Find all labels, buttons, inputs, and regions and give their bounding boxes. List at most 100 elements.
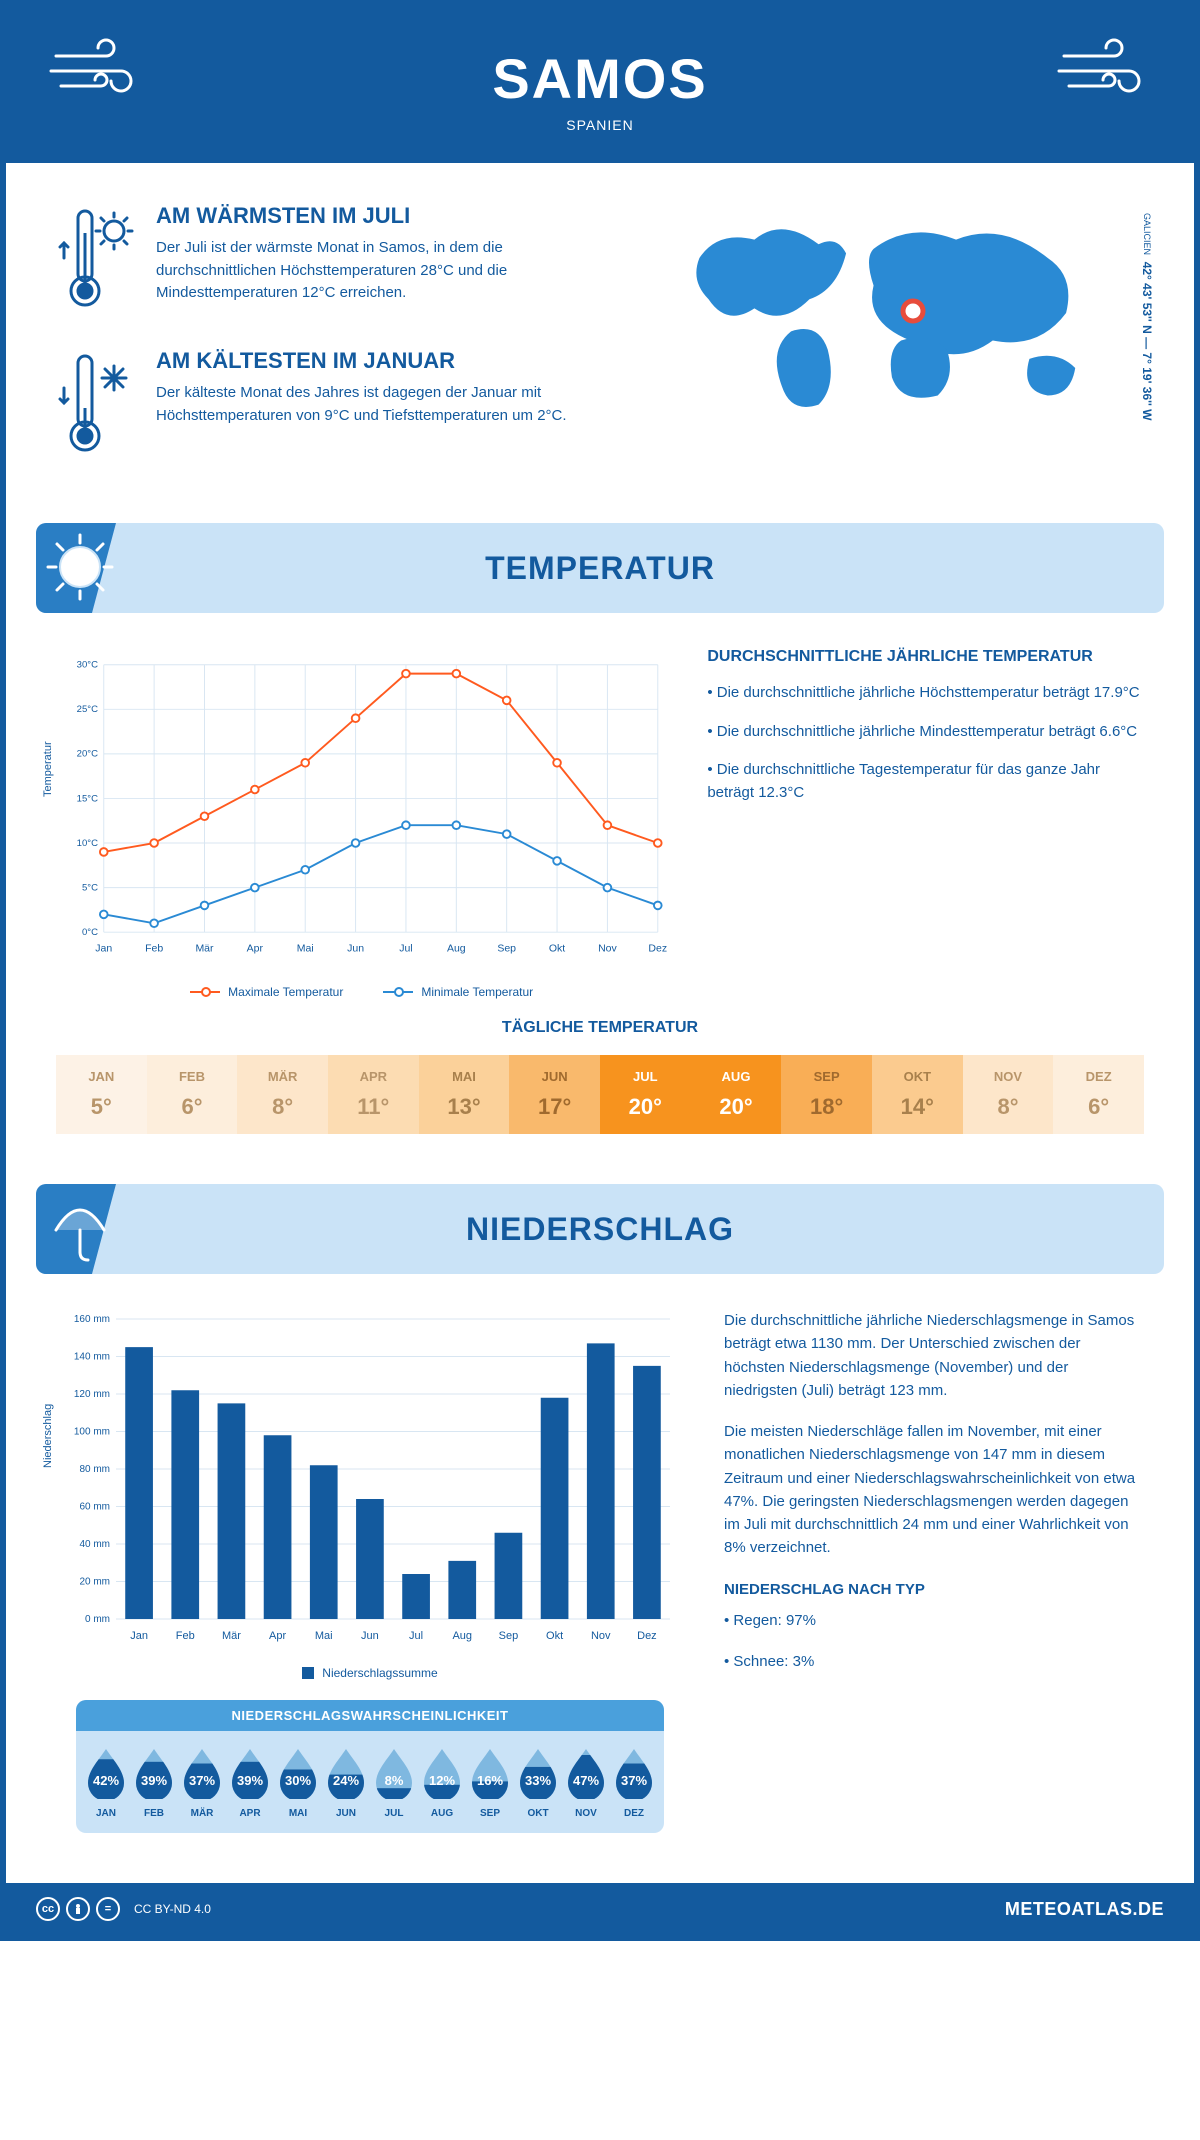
temperature-section: TEMPERATUR Temperatur 0°C5°C10°C15°C20°C… (36, 523, 1164, 1154)
svg-text:Dez: Dez (637, 1630, 657, 1642)
svg-text:33%: 33% (525, 1773, 551, 1788)
svg-text:42%: 42% (93, 1773, 119, 1788)
svg-text:47%: 47% (573, 1773, 599, 1788)
page-footer: cc = CC BY-ND 4.0 METEOATLAS.DE (6, 1883, 1194, 1935)
svg-text:Nov: Nov (591, 1630, 611, 1642)
daily-temp-cell: MAI13° (419, 1055, 510, 1134)
daily-temp-cell: AUG20° (691, 1055, 782, 1134)
thermometer-sun-icon (56, 203, 136, 318)
wind-icon (1054, 36, 1154, 111)
svg-text:Sep: Sep (497, 942, 516, 954)
daily-temp-cell: SEP18° (781, 1055, 872, 1134)
svg-text:Jun: Jun (347, 942, 364, 954)
svg-text:Mai: Mai (297, 942, 314, 954)
nd-icon: = (96, 1897, 120, 1921)
coldest-text: Der kälteste Monat des Jahres ist dagege… (156, 382, 610, 427)
coldest-title: AM KÄLTESTEN IM JANUAR (156, 348, 610, 374)
svg-text:Okt: Okt (549, 942, 565, 954)
svg-text:Jan: Jan (130, 1630, 148, 1642)
location-title: SAMOS (26, 46, 1174, 111)
probability-drop: 24% JUN (324, 1745, 368, 1819)
svg-text:0 mm: 0 mm (85, 1614, 110, 1625)
daily-temperature-table: TÄGLICHE TEMPERATUR JAN5°FEB6°MÄR8°APR11… (36, 1019, 1164, 1154)
svg-text:8%: 8% (385, 1773, 404, 1788)
daily-temp-cell: MÄR8° (237, 1055, 328, 1134)
svg-text:Jan: Jan (95, 942, 112, 954)
probability-drop: 42% JAN (84, 1745, 128, 1819)
world-map (640, 203, 1144, 428)
sun-icon (44, 531, 116, 608)
svg-text:Okt: Okt (546, 1630, 563, 1642)
svg-text:Mai: Mai (315, 1630, 333, 1642)
coordinates: GALICIEN 42° 43' 53'' N — 7° 19' 36'' W (1140, 213, 1154, 420)
svg-text:15°C: 15°C (77, 793, 98, 804)
svg-text:37%: 37% (621, 1773, 647, 1788)
svg-text:25°C: 25°C (77, 704, 98, 715)
probability-drop: 47% NOV (564, 1745, 608, 1819)
probability-drop: 37% DEZ (612, 1745, 656, 1819)
svg-text:120 mm: 120 mm (74, 1389, 110, 1400)
svg-text:12%: 12% (429, 1773, 455, 1788)
svg-text:Aug: Aug (452, 1630, 472, 1642)
country-label: SPANIEN (26, 117, 1174, 133)
svg-text:Jun: Jun (361, 1630, 379, 1642)
svg-text:20°C: 20°C (77, 749, 98, 760)
intro-section: AM WÄRMSTEN IM JULI Der Juli ist der wär… (6, 163, 1194, 523)
probability-drop: 16% SEP (468, 1745, 512, 1819)
daily-temp-cell: JUL20° (600, 1055, 691, 1134)
svg-text:Nov: Nov (598, 942, 617, 954)
probability-drop: 12% AUG (420, 1745, 464, 1819)
svg-text:40 mm: 40 mm (79, 1539, 110, 1550)
svg-text:160 mm: 160 mm (74, 1314, 110, 1325)
probability-drop: 39% FEB (132, 1745, 176, 1819)
chart-legend: .legend-item:nth-child(1) .legend-swatch… (56, 985, 667, 999)
daily-temp-cell: FEB6° (147, 1055, 238, 1134)
section-header: NIEDERSCHLAG (36, 1184, 1164, 1274)
svg-text:80 mm: 80 mm (79, 1464, 110, 1475)
daily-temp-cell: APR11° (328, 1055, 419, 1134)
svg-text:Sep: Sep (499, 1630, 519, 1642)
svg-text:Apr: Apr (247, 942, 264, 954)
daily-temp-cell: NOV8° (963, 1055, 1054, 1134)
precipitation-bar-chart: Niederschlag 0 mm20 mm40 mm60 mm80 mm100… (56, 1309, 684, 1843)
warmest-text: Der Juli ist der wärmste Monat in Samos,… (156, 237, 610, 305)
wind-icon (46, 36, 146, 111)
probability-drop: 33% OKT (516, 1745, 560, 1819)
daily-temp-cell: DEZ6° (1053, 1055, 1144, 1134)
section-title: NIEDERSCHLAG (466, 1211, 734, 1248)
daily-temp-cell: JUN17° (509, 1055, 600, 1134)
svg-text:140 mm: 140 mm (74, 1352, 110, 1363)
by-icon (66, 1897, 90, 1921)
coldest-block: AM KÄLTESTEN IM JANUAR Der kälteste Mona… (56, 348, 610, 463)
svg-text:16%: 16% (477, 1773, 503, 1788)
svg-text:Apr: Apr (269, 1630, 286, 1642)
warmest-title: AM WÄRMSTEN IM JULI (156, 203, 610, 229)
license-info: cc = CC BY-ND 4.0 (36, 1897, 211, 1921)
svg-text:Jul: Jul (409, 1630, 423, 1642)
probability-drop: 30% MAI (276, 1745, 320, 1819)
svg-text:Jul: Jul (399, 942, 412, 954)
daily-temp-cell: OKT14° (872, 1055, 963, 1134)
svg-text:60 mm: 60 mm (79, 1502, 110, 1513)
section-title: TEMPERATUR (485, 550, 715, 587)
svg-text:30°C: 30°C (77, 660, 98, 671)
svg-text:Mär: Mär (195, 942, 214, 954)
umbrella-icon (44, 1192, 116, 1269)
svg-text:39%: 39% (141, 1773, 167, 1788)
svg-text:10°C: 10°C (77, 838, 98, 849)
section-header: TEMPERATUR (36, 523, 1164, 613)
warmest-block: AM WÄRMSTEN IM JULI Der Juli ist der wär… (56, 203, 610, 318)
cc-icon: cc (36, 1897, 60, 1921)
svg-text:Feb: Feb (176, 1630, 195, 1642)
probability-drop: 37% MÄR (180, 1745, 224, 1819)
page-header: SAMOS SPANIEN (6, 6, 1194, 163)
svg-text:37%: 37% (189, 1773, 215, 1788)
svg-text:Aug: Aug (447, 942, 466, 954)
daily-temp-cell: JAN5° (56, 1055, 147, 1134)
precipitation-section: NIEDERSCHLAG Niederschlag 0 mm20 mm40 mm… (36, 1184, 1164, 1853)
temperature-info: DURCHSCHNITTLICHE JÄHRLICHE TEMPERATUR •… (707, 648, 1144, 999)
probability-drop: 8% JUL (372, 1745, 416, 1819)
svg-text:100 mm: 100 mm (74, 1427, 110, 1438)
thermometer-snow-icon (56, 348, 136, 463)
svg-text:5°C: 5°C (82, 882, 98, 893)
